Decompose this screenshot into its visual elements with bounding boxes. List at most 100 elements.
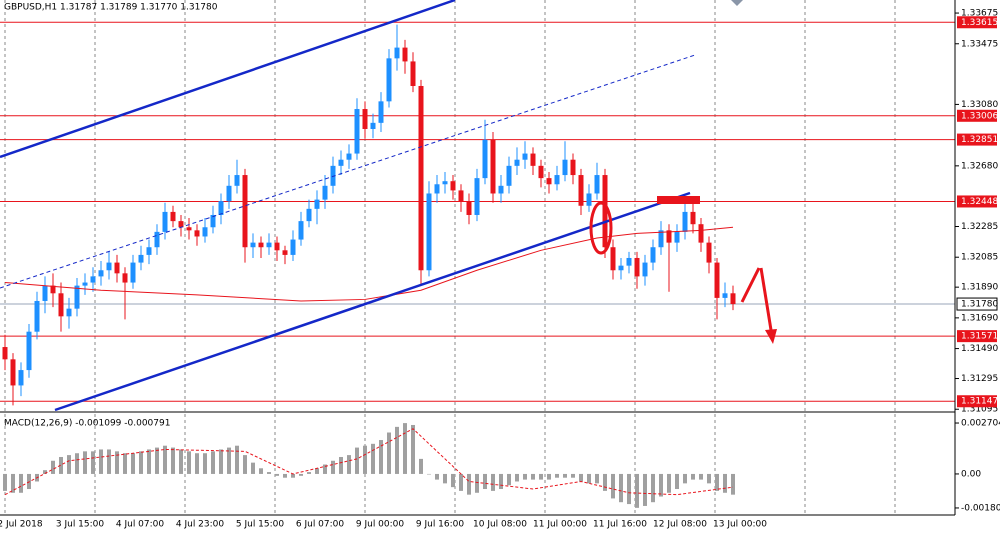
macd-bar <box>587 473 591 484</box>
level-tag <box>957 395 997 408</box>
x-tick-label: 2 Jul 2018 <box>0 520 43 530</box>
macd-bar <box>251 462 255 474</box>
y-tick-label: 1.33675 <box>961 9 998 19</box>
macd-bar <box>643 473 647 506</box>
candle-body <box>586 193 592 206</box>
macd-bar <box>235 445 239 474</box>
macd-bar <box>627 473 631 505</box>
macd-bar <box>267 472 271 474</box>
x-tick-label: 11 Jul 00:00 <box>533 520 587 530</box>
macd-bar <box>387 432 391 474</box>
candle-body <box>562 159 568 176</box>
candle-body <box>266 242 272 248</box>
macd-bar <box>179 449 183 474</box>
candle-body <box>2 347 8 360</box>
candle-body <box>394 47 400 59</box>
highlight-bar <box>657 196 700 204</box>
candle-body <box>210 214 216 228</box>
macd-bar <box>611 473 615 499</box>
macd-bar <box>195 453 199 474</box>
macd-bar <box>163 445 167 474</box>
macd-bar <box>43 470 47 474</box>
candle-body <box>474 178 480 215</box>
channel-lower <box>54 191 691 412</box>
candle-body <box>418 85 424 271</box>
macd-bar <box>315 468 319 474</box>
macd-bar <box>547 473 551 480</box>
candle-body <box>658 230 664 248</box>
candle-body <box>242 175 248 248</box>
candle-body <box>642 262 648 277</box>
candle-body <box>498 185 504 194</box>
macd-bar <box>579 473 583 482</box>
candle-body <box>434 184 440 194</box>
x-tick-label: 3 Jul 15:00 <box>56 520 105 530</box>
macd-bar <box>131 453 135 474</box>
macd-bar <box>707 473 711 484</box>
candle-body <box>634 257 640 277</box>
macd-bar <box>699 473 703 480</box>
candle-body <box>162 211 168 232</box>
candle-body <box>42 285 48 301</box>
macd-bar <box>595 473 599 484</box>
candle-body <box>98 270 104 277</box>
macd-bar <box>355 447 359 474</box>
macd-signal <box>4 428 734 496</box>
candle-body <box>706 242 712 263</box>
macd-bar <box>683 473 687 484</box>
macd-bar <box>331 460 335 474</box>
candle-body <box>618 265 624 271</box>
candle-body <box>50 285 56 294</box>
macd-bar <box>379 440 383 474</box>
candle-body <box>218 201 224 215</box>
level-tag <box>957 109 997 122</box>
candle-body <box>402 47 408 62</box>
macd-bar <box>651 473 655 503</box>
macd-bar <box>107 449 111 474</box>
x-tick-label: 9 Jul 00:00 <box>356 520 405 530</box>
candle-body <box>186 227 192 231</box>
macd-bar <box>523 473 527 480</box>
candle-body <box>258 242 264 248</box>
macd-bar <box>291 473 295 478</box>
annotations <box>0 0 777 412</box>
candle-body <box>458 190 464 202</box>
candle-body <box>82 282 88 286</box>
macd-bar <box>715 473 719 491</box>
candle-body <box>130 262 136 283</box>
candle-body <box>538 165 544 179</box>
candle-body <box>282 250 288 255</box>
x-tick-label: 12 Jul 08:00 <box>653 520 707 530</box>
candle-body <box>650 247 656 263</box>
macd-bar <box>259 468 263 474</box>
candle-body <box>386 58 392 102</box>
y-tick-label: 1.32680 <box>961 161 998 171</box>
macd-bar <box>499 473 503 490</box>
x-tick-label: 9 Jul 16:00 <box>416 520 465 530</box>
macd-bar <box>539 473 543 480</box>
current-price-label: 1.31780 <box>961 300 998 310</box>
candle-body <box>506 165 512 186</box>
candle-body <box>146 247 152 255</box>
macd-label: MACD(12,26,9) -0.001099 -0.000791 <box>4 419 170 429</box>
level-tag <box>957 16 997 29</box>
y-tick-label: 1.31890 <box>961 283 998 293</box>
macd-bar <box>427 473 431 475</box>
channel-middle <box>0 54 696 289</box>
candle-body <box>138 254 144 263</box>
candle-body <box>90 276 96 283</box>
macd-bar <box>323 464 327 474</box>
macd-bar <box>555 473 559 478</box>
macd-bar <box>243 455 247 474</box>
x-tick-label: 4 Jul 07:00 <box>116 520 165 530</box>
macd-bar <box>731 473 735 495</box>
macd-bar <box>211 451 215 474</box>
candle-body <box>18 370 24 386</box>
macd-bar <box>419 458 423 474</box>
candle-body <box>346 153 352 160</box>
macd-bar <box>51 460 55 474</box>
y-tick-label: 1.31295 <box>961 374 998 384</box>
macd-panel <box>3 423 735 508</box>
macd-bar <box>203 453 207 474</box>
candle-body <box>730 293 736 305</box>
